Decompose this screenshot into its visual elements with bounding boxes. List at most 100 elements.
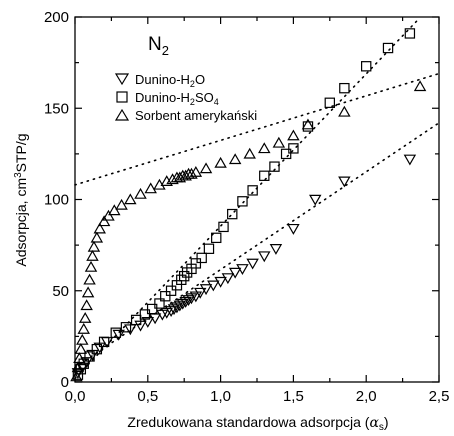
point-square xyxy=(160,291,171,302)
point-square xyxy=(190,258,202,269)
point-triangle-down xyxy=(141,317,155,328)
point-triangle-down xyxy=(269,244,283,255)
legend-label-sorbent-amerykanski: Sorbent amerykański xyxy=(135,108,257,123)
legend-item-dunino-h2so4: Dunino-H2SO4 xyxy=(116,90,219,107)
point-triangle-down xyxy=(193,287,207,299)
point-triangle-down xyxy=(112,329,125,341)
point-square xyxy=(404,28,416,39)
data-points xyxy=(70,28,427,382)
point-triangle-up xyxy=(228,153,242,165)
point-square xyxy=(146,303,158,315)
point-triangle-down xyxy=(179,296,192,308)
x-tick-label: 1,0 xyxy=(210,388,231,405)
point-triangle-up xyxy=(144,182,157,194)
legend-marker-triangle-down xyxy=(114,73,130,86)
point-triangle-down xyxy=(170,302,184,314)
point-square xyxy=(176,274,187,286)
point-triangle-up xyxy=(81,286,95,298)
point-triangle-up xyxy=(76,333,89,345)
point-triangle-down xyxy=(173,300,187,312)
point-square xyxy=(324,97,336,108)
point-triangle-up xyxy=(272,136,286,148)
point-triangle-up xyxy=(97,215,111,227)
point-square xyxy=(280,148,292,160)
point-triangle-down xyxy=(176,298,189,310)
point-triangle-up xyxy=(74,343,88,354)
point-triangle-up xyxy=(84,260,98,272)
point-triangle-up xyxy=(70,370,83,382)
plot-frame xyxy=(74,16,440,383)
point-triangle-down xyxy=(167,304,181,316)
point-triangle-up xyxy=(115,198,128,210)
point-square xyxy=(130,314,142,326)
point-triangle-up xyxy=(258,142,271,154)
y-tick-label: 0 xyxy=(61,374,69,391)
point-triangle-up xyxy=(90,231,104,243)
point-triangle-down xyxy=(207,280,220,292)
point-triangle-up xyxy=(102,209,115,221)
legend: Dunino-H2O Dunino-H2SO4 Sorbent amerykań… xyxy=(114,72,257,123)
point-triangle-up xyxy=(73,352,86,364)
point-square xyxy=(84,351,95,362)
point-square xyxy=(247,185,258,196)
y-tick-label: 50 xyxy=(52,283,69,300)
x-tick-label: 2,5 xyxy=(429,388,450,405)
y-tick-label: 200 xyxy=(44,9,69,26)
point-triangle-down xyxy=(199,284,213,296)
point-square xyxy=(98,336,110,348)
legend-item-sorbent-amerykanski: Sorbent amerykański xyxy=(114,108,257,123)
x-tick-label: 0,5 xyxy=(137,388,158,405)
point-triangle-up xyxy=(78,311,92,323)
point-square xyxy=(165,285,177,296)
point-square xyxy=(120,322,132,333)
point-square xyxy=(203,243,215,254)
point-square xyxy=(227,208,238,220)
point-square xyxy=(259,170,270,181)
point-triangle-down xyxy=(309,194,322,206)
point-triangle-up xyxy=(301,118,315,130)
point-square xyxy=(196,252,207,264)
point-triangle-up xyxy=(413,80,427,92)
point-square xyxy=(269,161,280,172)
x-tick-label: 2,0 xyxy=(356,388,377,405)
point-triangle-up xyxy=(189,165,203,177)
point-triangle-down xyxy=(236,264,249,275)
legend-label-dunino-h2o: Dunino-H2O xyxy=(135,72,205,89)
fit-line-series-0 xyxy=(74,122,440,369)
point-triangle-down xyxy=(258,251,271,263)
point-triangle-up xyxy=(71,361,85,373)
x-axis-title: Zredukowana standardowa adsorpcja (αs) xyxy=(127,414,388,433)
legend-label-dunino-h2so4: Dunino-H2SO4 xyxy=(135,90,219,107)
point-square xyxy=(139,309,151,320)
gas-annotation: N2 xyxy=(148,34,169,58)
point-triangle-up xyxy=(124,193,137,205)
gas-annotation-main: N xyxy=(148,34,162,55)
point-square xyxy=(91,343,103,355)
point-triangle-down xyxy=(189,291,203,303)
point-triangle-down xyxy=(338,176,351,188)
point-triangle-up xyxy=(87,240,101,252)
point-triangle-up xyxy=(134,187,147,199)
point-square xyxy=(179,270,190,282)
point-square xyxy=(72,369,84,380)
point-triangle-down xyxy=(287,223,300,235)
point-triangle-up xyxy=(83,273,96,285)
point-triangle-up xyxy=(214,156,227,168)
y-tick-label: 150 xyxy=(44,100,69,117)
gas-annotation-sub: 2 xyxy=(162,43,169,58)
point-triangle-down xyxy=(156,309,169,321)
x-tick-label: 1,5 xyxy=(283,388,304,405)
point-triangle-up xyxy=(86,249,99,261)
point-square xyxy=(339,82,350,94)
point-square xyxy=(382,42,394,54)
point-square xyxy=(288,143,299,154)
x-tick-label: 0,0 xyxy=(65,388,86,405)
fit-line-series-2 xyxy=(74,72,440,186)
point-square xyxy=(154,298,165,309)
point-triangle-down xyxy=(228,267,242,279)
y-axis-title: Adsorpcja, cm3STP/g xyxy=(13,133,29,266)
point-triangle-up xyxy=(77,322,90,334)
point-square xyxy=(237,196,248,207)
point-triangle-up xyxy=(199,162,213,174)
